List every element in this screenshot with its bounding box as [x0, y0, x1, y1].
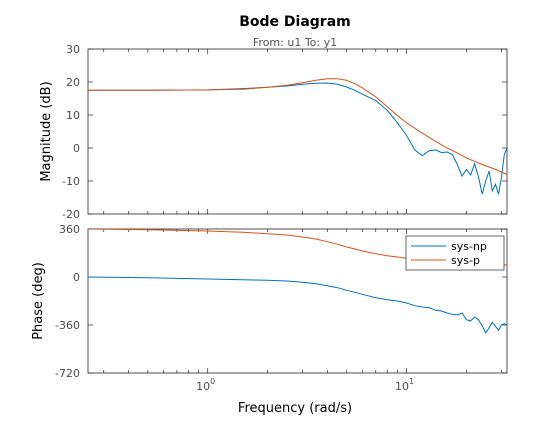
phase-axis-label: Phase (deg): [31, 262, 46, 340]
y-tick-label: 0: [73, 142, 80, 155]
y-tick-label: -20: [62, 208, 80, 221]
x-axis-label: Frequency (rad/s): [238, 401, 352, 416]
y-tick-label: -720: [55, 367, 80, 380]
x-tick-label: 100: [196, 377, 215, 393]
chart-title: Bode Diagram: [239, 14, 351, 30]
x-tick-exponent: 1: [409, 377, 414, 386]
series-line-sys-p: [88, 78, 507, 175]
chart-subtitle: From: u1 To: y1: [253, 36, 337, 49]
x-tick-base: 10: [196, 380, 210, 393]
legend-label-sys-p: sys-p: [451, 254, 480, 267]
y-tick-label: 20: [66, 76, 80, 89]
x-tick-base: 10: [395, 380, 409, 393]
series-line-sys-np: [88, 276, 507, 335]
y-tick-label: -360: [55, 319, 80, 332]
panel-frame-magnitude: [87, 48, 508, 215]
y-tick-label: 360: [59, 223, 80, 236]
x-tick-exponent: 0: [210, 377, 215, 386]
x-tick-label: 101: [395, 377, 414, 393]
legend-box: [405, 235, 505, 271]
magnitude-axis-label: Magnitude (dB): [39, 81, 54, 181]
y-tick-label: 10: [66, 109, 80, 122]
y-tick-label: -10: [62, 175, 80, 188]
y-tick-label: 0: [73, 271, 80, 284]
legend-label-sys-np: sys-np: [451, 240, 487, 253]
series-line-sys-np: [88, 82, 507, 195]
y-tick-label: 30: [66, 43, 80, 56]
